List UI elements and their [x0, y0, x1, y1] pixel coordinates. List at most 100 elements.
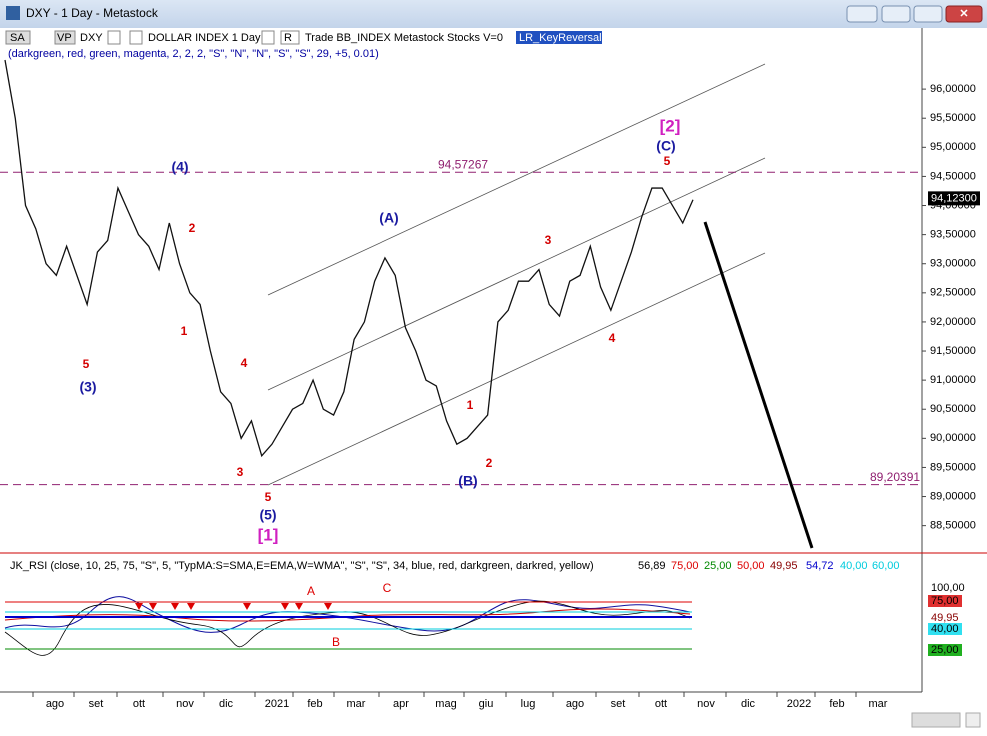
rsi-reading: 75,00	[671, 560, 699, 572]
rsi-axis-box	[928, 623, 962, 635]
y-tick-label: 93,50000	[930, 229, 976, 241]
channel-mid	[267, 157, 766, 391]
y-tick-label: 91,50000	[930, 345, 976, 357]
signal-arrow	[243, 603, 251, 610]
date-label: ago	[46, 698, 64, 710]
r-button[interactable]	[280, 30, 300, 45]
y-tick-label: 89,50000	[930, 461, 976, 473]
expert-box[interactable]	[516, 31, 602, 44]
interval-dropdown[interactable]	[261, 30, 275, 45]
signal-arrow	[295, 603, 303, 610]
y-tick-label: 95,00000	[930, 141, 976, 153]
y-tick-label: 88,50000	[930, 520, 976, 532]
rsi-fast-line	[4, 600, 691, 656]
rsi-reading: 40,00	[840, 560, 868, 572]
period-dropdown[interactable]	[129, 30, 143, 45]
rsi-reading: 49,95	[770, 560, 798, 572]
wave-label: (5)	[259, 507, 276, 523]
wave-label: (B)	[458, 473, 477, 489]
signal-arrow	[171, 603, 179, 610]
date-label: mar	[347, 698, 366, 710]
y-tick-label: 93,00000	[930, 258, 976, 270]
signal-arrow	[149, 603, 157, 610]
rsi-axis-label: 40,00	[931, 623, 959, 635]
sa-button[interactable]	[5, 30, 31, 45]
channel-lower	[267, 252, 766, 486]
wave-label: 5	[83, 357, 90, 371]
date-label: feb	[829, 698, 844, 710]
rsi-axis-box	[928, 595, 962, 607]
date-label: 2021	[265, 698, 289, 710]
date-label: nov	[176, 698, 194, 710]
price-panel	[0, 28, 922, 553]
r-label: R	[284, 32, 292, 44]
y-tick-label: 91,00000	[930, 374, 976, 386]
sa-label: SA	[10, 32, 25, 44]
vp-button[interactable]	[54, 30, 76, 45]
date-label: dic	[741, 698, 756, 710]
date-label: apr	[393, 698, 409, 710]
close-button[interactable]	[945, 5, 983, 23]
date-label: set	[89, 698, 104, 710]
signal-arrow	[324, 603, 332, 610]
scrollbar-thumb[interactable]	[911, 712, 961, 728]
wave-label: (C)	[656, 138, 675, 154]
rsi-axis-label: 75,00	[931, 595, 959, 607]
rsi-mark: B	[332, 635, 340, 649]
date-label: ott	[133, 698, 145, 710]
level-label: 89,20391	[870, 470, 920, 484]
level-label: 94,57267	[438, 157, 488, 171]
rsi-reading: 50,00	[737, 560, 765, 572]
y-tick-label: 90,50000	[930, 403, 976, 415]
date-label: giu	[479, 698, 494, 710]
rsi-mark: A	[307, 584, 315, 598]
y-tick-label: 89,00000	[930, 490, 976, 502]
date-label: nov	[697, 698, 715, 710]
wave-label: [1]	[258, 525, 279, 544]
symbol-dropdown[interactable]	[107, 30, 121, 45]
rsi-axis-label: 49,95	[931, 612, 959, 624]
wave-label: (A)	[379, 210, 398, 226]
y-tick-label: 94,50000	[930, 170, 976, 182]
date-label: mag	[435, 698, 456, 710]
wave-label: [2]	[660, 116, 681, 135]
close-icon: ✕	[959, 8, 968, 20]
date-label: lug	[521, 698, 536, 710]
last-price-box	[928, 191, 980, 206]
date-label: feb	[307, 698, 322, 710]
rsi-reading: 56,89	[638, 560, 666, 572]
signal-arrow	[187, 603, 195, 610]
rsi-axis-label: 100,00	[931, 582, 965, 594]
rsi-header: JK_RSI (close, 10, 25, 75, "S", 5, "TypM…	[10, 560, 594, 572]
wave-label: 1	[181, 324, 188, 338]
wave-label: 4	[241, 356, 248, 370]
symbol-name: DOLLAR INDEX 1 Day	[148, 32, 261, 44]
date-label: mar	[869, 698, 888, 710]
signal-arrow	[135, 603, 143, 610]
rsi-ma-line	[4, 608, 691, 622]
scroll-button[interactable]	[965, 712, 981, 728]
y-tick-label: 92,50000	[930, 287, 976, 299]
y-tick-label: 90,00000	[930, 432, 976, 444]
minimize-button[interactable]	[881, 5, 911, 23]
projection-arrow	[703, 221, 814, 549]
wave-label: 2	[189, 221, 196, 235]
maximize-button[interactable]	[913, 5, 943, 23]
price-line	[4, 59, 694, 458]
last-price-label: 94,12300	[931, 192, 977, 204]
symbol: DXY	[80, 32, 103, 44]
restore-button[interactable]	[846, 5, 878, 23]
date-label: set	[611, 698, 626, 710]
app-icon	[6, 6, 20, 20]
title-bar	[0, 0, 987, 28]
data-info: Trade BB_INDEX Metastock Stocks V=0	[305, 32, 503, 44]
vp-label: VP	[57, 32, 72, 44]
rsi-mark: C	[383, 581, 392, 595]
date-label: ott	[655, 698, 667, 710]
wave-label: (3)	[79, 379, 96, 395]
date-label: ago	[566, 698, 584, 710]
y-tick-label: 92,00000	[930, 316, 976, 328]
wave-label: 3	[237, 465, 244, 479]
wave-label: (4)	[171, 159, 188, 175]
wave-label: 5	[664, 154, 671, 168]
